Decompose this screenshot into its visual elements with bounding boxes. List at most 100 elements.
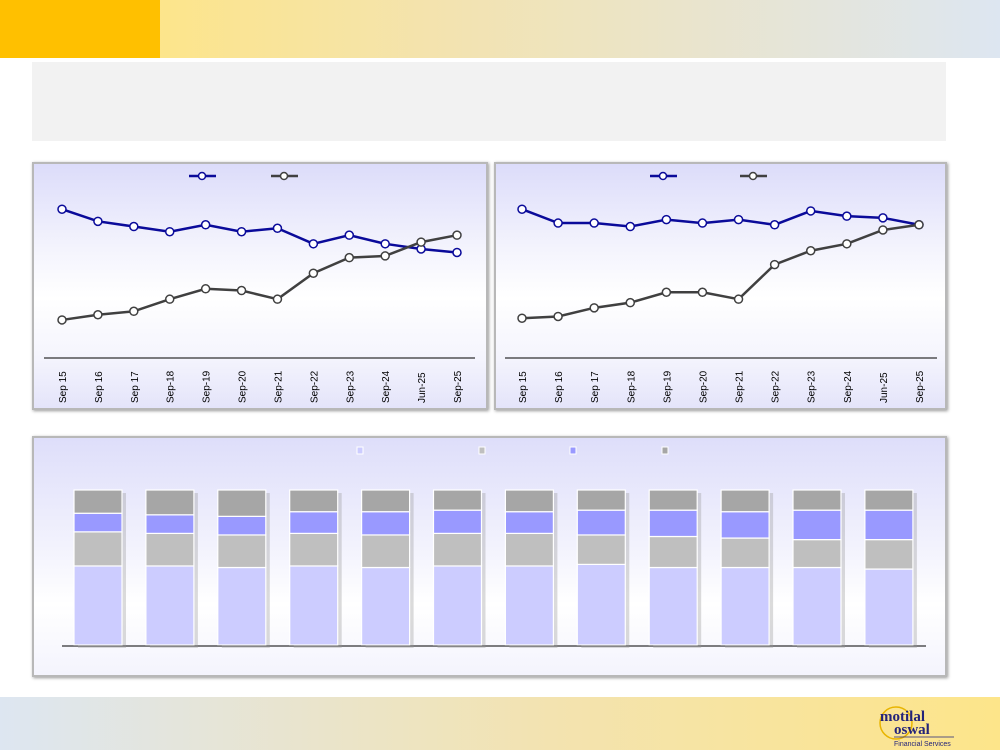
bar-segment-3 xyxy=(432,509,483,534)
data-point xyxy=(589,218,599,228)
bar-segment-4 xyxy=(73,489,123,514)
x-tick-label: Sep-21 xyxy=(273,370,284,403)
x-tick-label: Sep-24 xyxy=(381,370,392,403)
data-point xyxy=(625,297,636,308)
bar-segment-1 xyxy=(73,565,123,646)
bar-segment-2 xyxy=(792,538,842,569)
bar-segment-3 xyxy=(145,514,195,534)
bar-segment-2 xyxy=(504,532,554,567)
x-tick-label: Sep 17 xyxy=(130,371,141,403)
x-tick-label: Sep-25 xyxy=(453,370,464,403)
text-box xyxy=(32,62,946,141)
data-point xyxy=(842,239,852,249)
data-point xyxy=(914,220,924,230)
x-tick-label: Sep 17 xyxy=(590,371,601,403)
data-point xyxy=(236,226,247,237)
bar-segment-1 xyxy=(145,565,195,646)
data-point xyxy=(661,214,672,225)
line-chart-right-panel xyxy=(494,162,947,410)
data-point xyxy=(517,204,527,214)
legend-swatch-1 xyxy=(356,446,364,455)
x-tick-label: Sep-23 xyxy=(807,370,818,403)
bar-segment-3 xyxy=(217,515,267,536)
bar-segment-1 xyxy=(361,566,411,646)
bar-segment-3 xyxy=(792,509,842,541)
x-tick-label: Sep-19 xyxy=(662,370,673,403)
bar-segment-1 xyxy=(504,565,554,646)
bar-segment-4 xyxy=(289,489,339,513)
bar-segment-1 xyxy=(576,563,626,646)
series-line-1 xyxy=(521,208,920,228)
x-tick-label: Jun-25 xyxy=(417,372,428,403)
series-line-2 xyxy=(521,223,920,320)
data-point xyxy=(517,313,527,323)
footer-band xyxy=(0,697,1000,750)
bar-segment-4 xyxy=(145,489,195,516)
legend-swatch-3 xyxy=(569,446,577,455)
x-tick-label: Sep-19 xyxy=(202,370,213,403)
data-point xyxy=(236,285,247,296)
bar-segment-2 xyxy=(576,534,626,566)
data-point xyxy=(553,311,563,322)
bar-segment-4 xyxy=(504,489,554,513)
bar-segment-1 xyxy=(864,568,914,646)
bar-segment-3 xyxy=(289,511,339,535)
x-tick-label: Jun-25 xyxy=(879,372,890,403)
bar-segment-4 xyxy=(792,489,842,511)
data-point xyxy=(308,268,319,278)
legend-swatch-4 xyxy=(661,446,669,455)
bar-segment-1 xyxy=(289,565,339,646)
bar-segment-2 xyxy=(73,531,123,567)
bar-segment-4 xyxy=(432,489,483,511)
data-point xyxy=(697,218,708,228)
bar-segment-3 xyxy=(361,511,411,536)
bar-segment-1 xyxy=(720,566,770,646)
line-chart-left-panel xyxy=(32,162,488,410)
x-tick-label: Sep 15 xyxy=(518,371,529,403)
bar-segment-1 xyxy=(792,566,842,646)
bar-segment-2 xyxy=(289,532,339,567)
x-tick-label: Sep-18 xyxy=(166,370,177,403)
data-point xyxy=(878,213,888,223)
svg-text:motilal: motilal xyxy=(880,709,925,725)
data-point xyxy=(200,284,211,294)
bar-segment-1 xyxy=(648,566,698,646)
bar-segment-3 xyxy=(576,509,626,536)
header-band xyxy=(0,0,1000,58)
header-accent-block xyxy=(0,0,160,58)
x-tick-label: Sep 16 xyxy=(554,371,565,403)
legend-swatch-2 xyxy=(478,446,486,455)
x-tick-label: Sep-20 xyxy=(698,370,709,403)
data-point xyxy=(380,239,390,249)
data-point xyxy=(416,237,426,247)
data-point xyxy=(842,211,852,221)
data-point xyxy=(129,306,139,317)
legend-marker-2 xyxy=(748,171,758,181)
svg-text:Financial Services: Financial Services xyxy=(894,741,951,748)
bar-segment-1 xyxy=(217,566,267,646)
x-tick-label: Sep-23 xyxy=(345,370,356,403)
svg-text:oswal: oswal xyxy=(894,722,930,738)
x-tick-label: Sep-21 xyxy=(735,370,746,403)
bar-segment-4 xyxy=(648,489,698,511)
bar-segment-3 xyxy=(504,511,554,535)
data-point xyxy=(733,214,744,225)
x-tick-label: Sep-20 xyxy=(238,370,249,403)
data-point xyxy=(589,303,599,313)
data-point xyxy=(769,220,780,230)
bar-segment-4 xyxy=(720,489,770,513)
data-point xyxy=(769,259,780,270)
x-tick-label: Sep 16 xyxy=(94,371,105,403)
bar-segment-2 xyxy=(648,535,698,569)
data-point xyxy=(805,206,816,216)
bar-segment-1 xyxy=(432,565,483,646)
bar-segment-4 xyxy=(576,489,626,511)
bar-segment-3 xyxy=(73,512,123,533)
data-point xyxy=(733,294,744,304)
series-line-2 xyxy=(61,233,458,322)
data-point xyxy=(553,218,563,228)
data-point xyxy=(308,239,319,249)
data-point xyxy=(164,294,175,304)
data-point xyxy=(200,220,211,230)
bar-segment-3 xyxy=(864,509,914,541)
